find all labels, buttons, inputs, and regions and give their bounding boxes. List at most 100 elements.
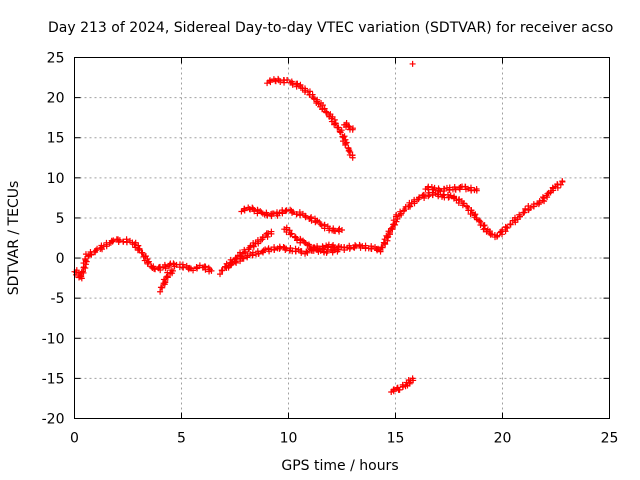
data-point — [504, 225, 511, 232]
data-point — [377, 248, 384, 255]
data-point — [82, 255, 89, 262]
data-point — [346, 123, 353, 130]
data-point — [123, 239, 130, 246]
data-point — [157, 284, 164, 291]
series-track-rise-upper — [422, 183, 480, 195]
y-tick-label: -20 — [42, 412, 65, 428]
data-point — [332, 120, 339, 127]
data-point — [169, 267, 176, 274]
data-point — [406, 380, 413, 387]
data-point — [103, 241, 110, 248]
data-point — [292, 234, 299, 241]
data-point — [116, 237, 123, 244]
data-point — [190, 267, 197, 274]
data-point — [77, 272, 84, 279]
data-point — [559, 178, 566, 185]
data-point — [317, 247, 324, 254]
data-point — [293, 211, 300, 218]
series-track-dip — [157, 267, 176, 295]
data-point — [473, 187, 480, 194]
data-point — [339, 226, 345, 233]
y-tick-label: -10 — [42, 331, 65, 347]
series-track-high-fragment — [341, 120, 356, 133]
series-track-high — [264, 75, 356, 161]
data-point — [463, 203, 470, 210]
data-point — [527, 204, 534, 211]
data-point — [316, 219, 323, 226]
data-point — [92, 249, 99, 256]
data-point — [136, 246, 143, 253]
data-point — [287, 231, 294, 238]
data-point — [390, 388, 397, 395]
data-point — [217, 271, 224, 278]
data-point — [283, 245, 290, 252]
data-point — [232, 258, 239, 265]
data-point — [268, 228, 275, 235]
data-point — [157, 288, 164, 295]
data-point — [321, 105, 328, 112]
data-point — [386, 229, 393, 236]
y-tick-label: 10 — [47, 171, 65, 187]
data-point — [342, 140, 349, 147]
data-point — [242, 248, 249, 255]
data-point — [265, 230, 272, 237]
data-point — [249, 204, 256, 211]
data-point — [409, 375, 416, 382]
data-point — [305, 241, 312, 248]
data-point — [241, 207, 248, 214]
data-point — [489, 231, 496, 238]
data-point — [293, 83, 300, 90]
data-point — [388, 224, 395, 231]
data-point — [349, 154, 356, 161]
data-point — [341, 133, 348, 140]
data-point — [323, 109, 330, 116]
data-point — [507, 221, 514, 228]
data-point — [244, 254, 251, 261]
data-point — [267, 79, 274, 86]
data-point — [310, 95, 317, 102]
data-point — [271, 246, 278, 253]
data-point — [409, 60, 416, 67]
data-point — [411, 198, 418, 205]
data-point — [296, 212, 303, 219]
data-point — [82, 257, 89, 264]
series-track-ramp-2 — [225, 241, 384, 271]
data-point — [193, 265, 200, 272]
data-point — [392, 221, 399, 228]
data-point — [245, 246, 252, 253]
y-tick-label: -15 — [42, 371, 65, 387]
data-point — [170, 260, 177, 267]
data-point — [549, 184, 556, 191]
data-point — [396, 386, 403, 393]
data-point — [152, 266, 159, 273]
data-point — [304, 249, 311, 256]
data-point — [499, 226, 506, 233]
data-point — [284, 77, 291, 84]
data-point — [132, 244, 139, 251]
data-point — [324, 248, 331, 255]
data-point — [145, 259, 152, 266]
data-point — [481, 225, 488, 232]
series-track-branch — [281, 224, 341, 256]
data-point — [249, 249, 256, 256]
data-point — [535, 201, 542, 208]
data-point — [416, 194, 423, 201]
data-point — [255, 250, 262, 257]
data-point — [483, 228, 490, 235]
axis-ticks: 0 5 10 15 20 25 25 20 15 10 5 0 -5 -10 -15 -20 — [42, 51, 619, 447]
series-outlier — [409, 60, 416, 67]
data-point — [520, 209, 527, 216]
data-point — [222, 263, 229, 270]
data-point — [447, 192, 454, 199]
data-point — [131, 241, 138, 248]
data-point — [287, 206, 294, 213]
data-point — [208, 267, 215, 274]
data-point — [397, 210, 404, 217]
data-point — [465, 185, 472, 192]
data-point — [240, 255, 247, 262]
data-point — [82, 264, 89, 271]
data-point — [380, 239, 387, 246]
data-point — [421, 194, 428, 201]
chart-title: Day 213 of 2024, Sidereal Day-to-day VTE… — [48, 20, 613, 36]
